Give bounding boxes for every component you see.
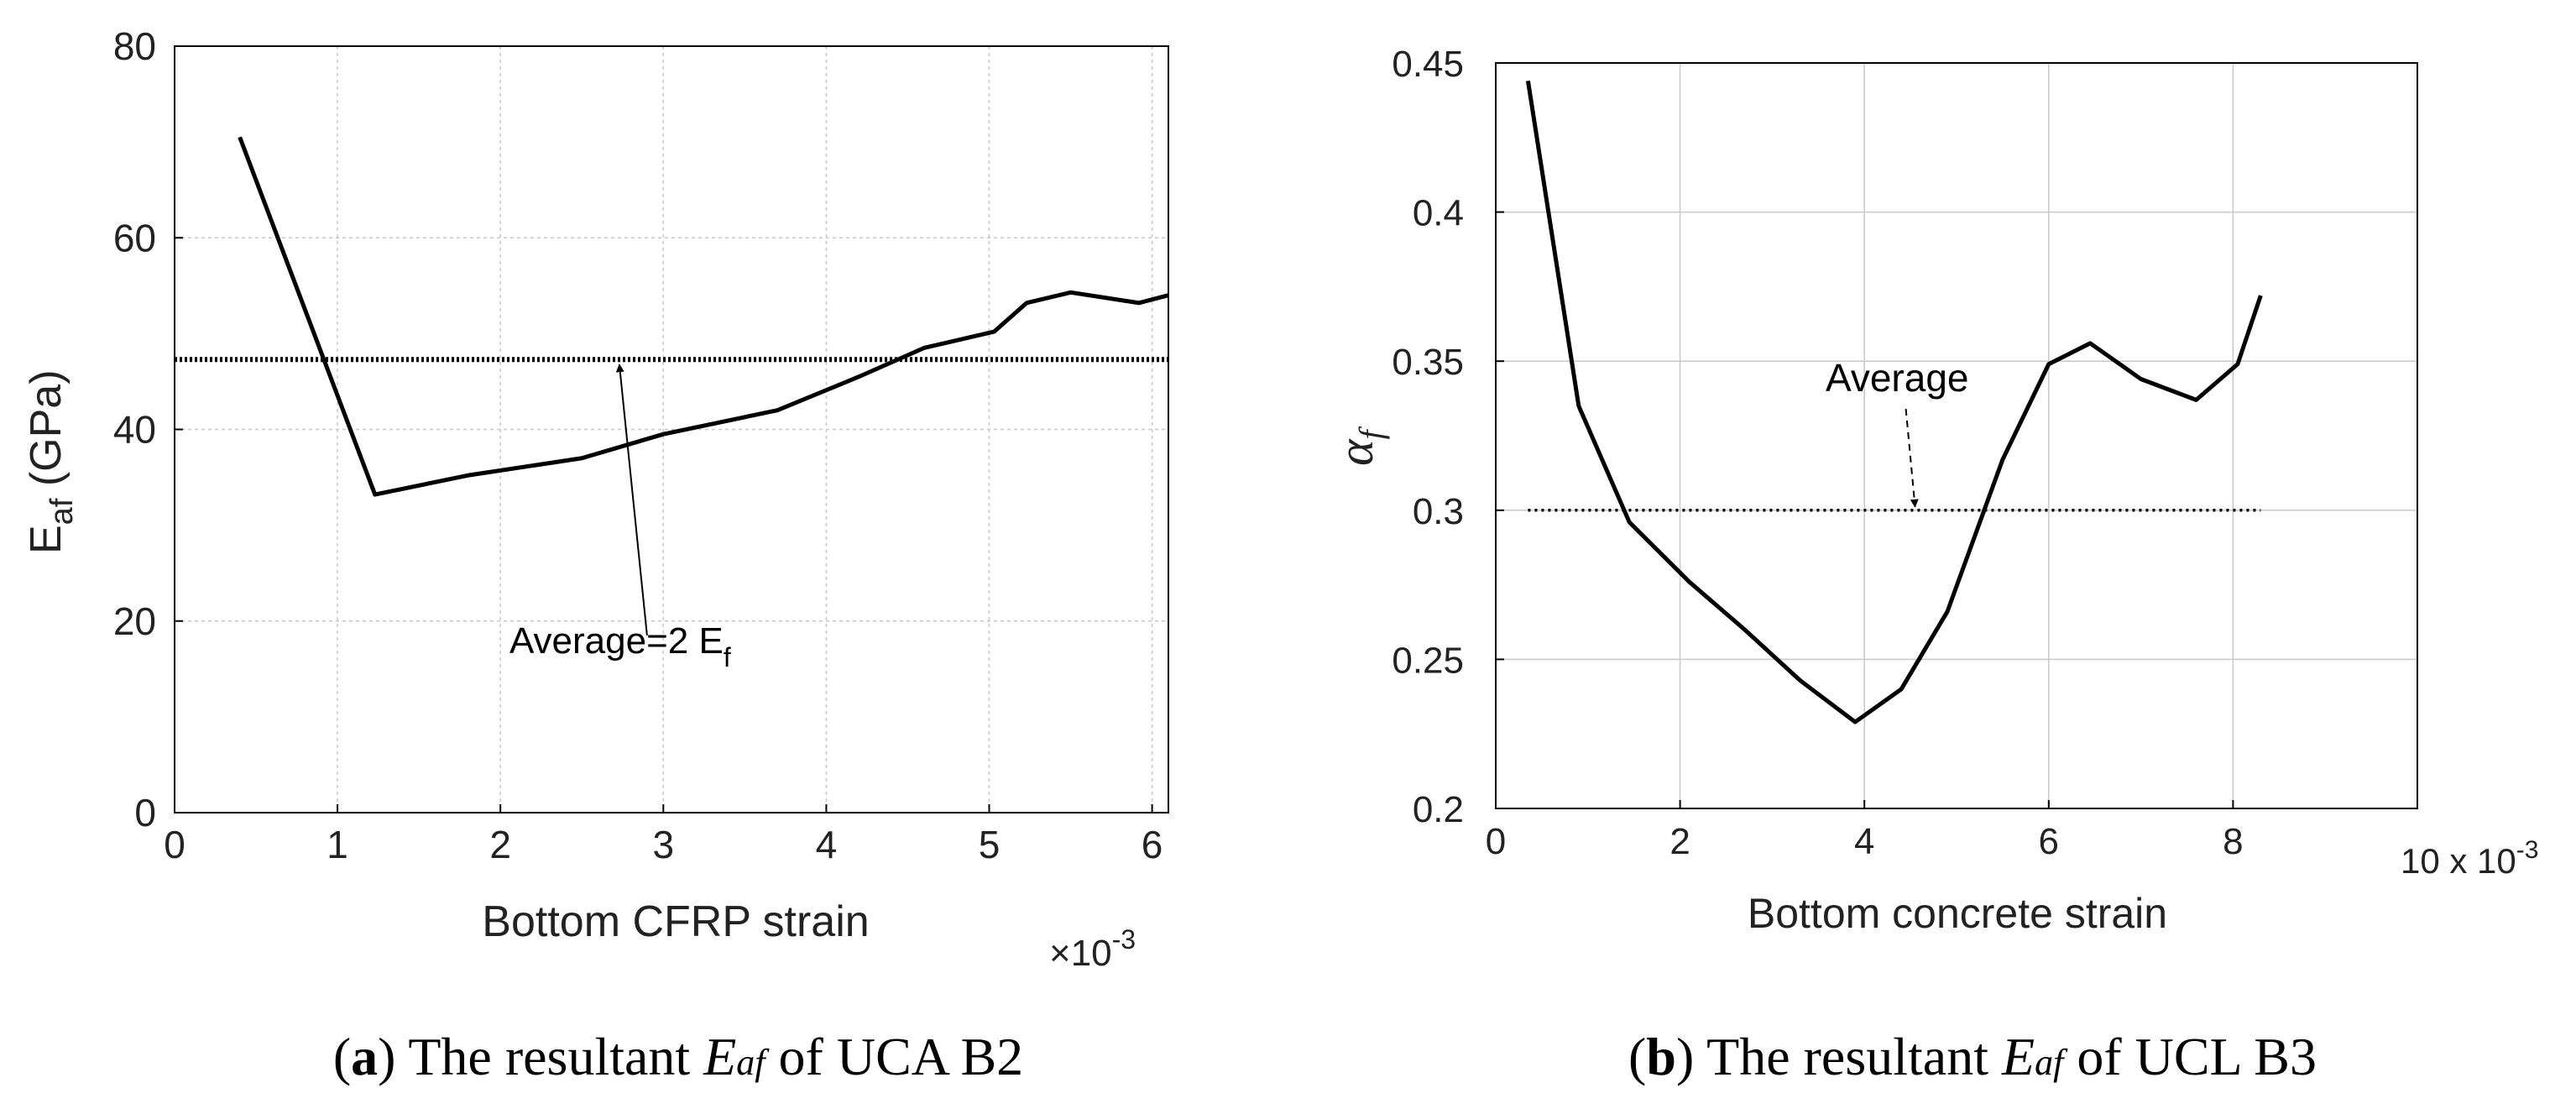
- chart-b: 0.2 0.25 0.3 0.35 0.4 0.45 0 2 4 6 8 Bottom concr…: [1328, 44, 2538, 1086]
- b-x-multiplier-exp: -3: [2516, 836, 2539, 864]
- a-x-multiplier: ×10-3: [1049, 924, 1136, 974]
- b-caption-close: ): [1676, 1027, 1706, 1086]
- b-series-alpha-f: [1525, 80, 2263, 725]
- b-ylabel-sub: f: [1352, 426, 1390, 440]
- b-caption-open: (: [1628, 1027, 1646, 1086]
- b-y-tick-label: 0.45: [1392, 44, 1464, 85]
- a-caption-open: (: [333, 1027, 351, 1086]
- a-gridlines: [174, 45, 1168, 813]
- b-plot-frame: [1495, 62, 2418, 809]
- a-y-tick-label: 60: [113, 216, 156, 259]
- a-caption-symbol-main: E: [703, 1027, 736, 1086]
- a-x-tick-label: 3: [652, 823, 674, 866]
- a-caption-symbol-sub: af: [736, 1042, 770, 1083]
- b-x-multiplier: 10 x 10-3: [2401, 836, 2538, 881]
- b-x-tick-label: 0: [1486, 821, 1506, 862]
- a-ylabel-main: E: [22, 525, 71, 554]
- b-y-tick-label: 0.25: [1392, 640, 1464, 681]
- b-x-tick-label: 4: [1854, 821, 1874, 862]
- a-plot-frame: [174, 45, 1169, 813]
- a-x-tick-label: 1: [327, 823, 348, 866]
- a-x-tick-label: 0: [164, 823, 185, 866]
- a-x-multiplier-base: ×10: [1049, 933, 1112, 974]
- b-caption-letter: b: [1646, 1027, 1676, 1086]
- b-y-tick-label: 0.2: [1413, 789, 1464, 830]
- b-caption: (b) The resultant Eaf of UCL B3: [1628, 1027, 2317, 1086]
- a-x-axis-label: Bottom CFRP strain: [482, 897, 869, 946]
- a-series-eaf: [238, 136, 1169, 497]
- b-y-tick-label: 0.4: [1413, 193, 1464, 234]
- b-x-multiplier-base: 10 x 10: [2401, 841, 2516, 881]
- b-x-tick-labels: 0 2 4 6 8: [1486, 821, 2244, 862]
- b-x-tick-label: 6: [2039, 821, 2059, 862]
- b-caption-symbol-main: E: [2001, 1027, 2035, 1086]
- a-x-tick-label: 4: [816, 823, 838, 866]
- a-annotation-main: Average=2 E: [509, 620, 724, 662]
- b-x-tick-label: 8: [2223, 821, 2243, 862]
- a-x-tick-label: 6: [1142, 823, 1163, 866]
- b-series-group: [1525, 80, 2263, 725]
- a-x-tick-label: 2: [489, 823, 511, 866]
- a-caption-prefix: The resultant: [408, 1027, 703, 1086]
- a-y-tick-labels: 0 20 40 60 80: [113, 24, 156, 834]
- a-y-tick-label: 40: [113, 408, 156, 452]
- a-caption-letter: a: [351, 1027, 378, 1086]
- a-y-tick-label: 20: [113, 599, 156, 643]
- b-annotation-label: Average: [1826, 356, 1969, 400]
- a-ylabel-sub: af: [44, 498, 80, 525]
- a-caption-close: ): [378, 1027, 408, 1086]
- a-x-tick-labels: 0 1 2 3 4 5 6: [164, 823, 1163, 866]
- a-annotation-sub: f: [724, 642, 731, 672]
- b-y-tick-label: 0.3: [1413, 491, 1464, 532]
- b-caption-prefix: The resultant: [1706, 1027, 2002, 1086]
- b-y-tick-label: 0.35: [1392, 342, 1464, 383]
- a-annotation-label: Average=2 Ef: [509, 620, 731, 672]
- b-caption-symbol-sub: af: [2035, 1042, 2068, 1083]
- b-x-axis-label: Bottom concrete strain: [1748, 890, 2167, 937]
- b-y-tick-labels: 0.2 0.25 0.3 0.35 0.4 0.45: [1392, 44, 1464, 830]
- b-caption-suffix: of UCL B3: [2063, 1027, 2317, 1086]
- b-ylabel-main: α: [1328, 438, 1383, 466]
- b-y-axis-label: αf: [1328, 426, 1390, 467]
- a-caption: (a) The resultant Eaf of UCA B2: [333, 1027, 1023, 1086]
- b-annotation-arrow: [1905, 408, 1919, 508]
- a-annotation-arrow: [615, 364, 648, 636]
- a-y-tick-label: 0: [134, 791, 156, 834]
- a-y-axis-label: Eaf (GPa): [22, 369, 80, 554]
- a-series-group: [175, 136, 1169, 497]
- b-x-tick-label: 2: [1669, 821, 1690, 862]
- a-y-tick-label: 80: [113, 24, 156, 68]
- a-caption-suffix: of UCA B2: [765, 1027, 1024, 1086]
- a-ylabel-unit: (GPa): [22, 369, 71, 498]
- a-x-multiplier-exp: -3: [1112, 924, 1136, 955]
- a-x-tick-label: 5: [979, 823, 1001, 866]
- b-gridlines: [1495, 62, 2417, 809]
